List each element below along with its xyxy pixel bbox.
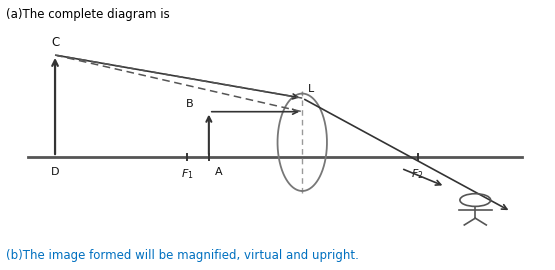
- Text: (a)The complete diagram is: (a)The complete diagram is: [6, 8, 169, 21]
- Text: C: C: [51, 36, 59, 49]
- Text: A: A: [215, 167, 223, 177]
- Text: $F_2$: $F_2$: [411, 167, 424, 181]
- Text: $F_1$: $F_1$: [180, 167, 193, 181]
- Text: B: B: [186, 99, 194, 109]
- Text: L: L: [307, 84, 314, 94]
- Text: (b)The image formed will be magnified, virtual and upright.: (b)The image formed will be magnified, v…: [6, 249, 359, 262]
- Text: D: D: [51, 167, 59, 177]
